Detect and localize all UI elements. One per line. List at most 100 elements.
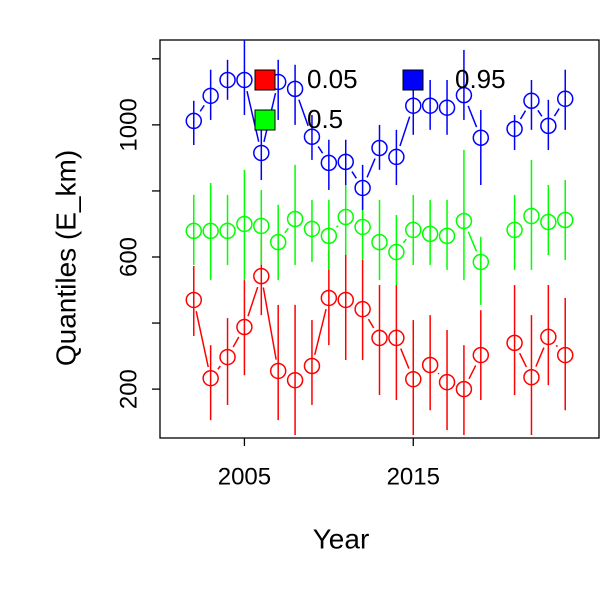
connector [437, 372, 440, 375]
connector [298, 99, 309, 127]
point [371, 329, 388, 347]
point [438, 99, 456, 116]
connector [366, 158, 376, 178]
y-tick-label: 1000 [115, 98, 142, 151]
connector [199, 104, 205, 112]
connector [195, 311, 209, 368]
point [354, 218, 371, 236]
point [236, 318, 253, 336]
connector [467, 231, 478, 252]
point [421, 356, 439, 374]
point [185, 291, 203, 309]
point [303, 357, 321, 375]
connector [399, 116, 411, 147]
connector [317, 146, 324, 154]
point [354, 300, 371, 318]
x-axis-label: Year [313, 523, 370, 554]
point [388, 329, 405, 347]
x-tick-label: 2015 [387, 463, 440, 490]
connector [553, 108, 560, 117]
connector [246, 91, 260, 142]
point [523, 207, 540, 225]
point [320, 289, 338, 307]
point [405, 370, 422, 388]
point [472, 129, 490, 147]
point [286, 371, 304, 389]
point [236, 71, 253, 89]
point [371, 139, 388, 157]
plot-area [185, 40, 574, 436]
point [388, 148, 405, 166]
connector [314, 308, 327, 356]
point [540, 328, 557, 346]
point [421, 225, 439, 243]
point [320, 227, 338, 245]
legend-label: 0.05 [307, 64, 358, 94]
point [556, 211, 574, 229]
point [405, 97, 422, 114]
point [472, 346, 490, 364]
point [236, 215, 253, 233]
connector [351, 171, 357, 179]
y-tick-label: 600 [115, 237, 142, 277]
point [320, 154, 338, 172]
legend-label: 0.5 [307, 104, 343, 134]
point [269, 233, 287, 251]
point [455, 86, 473, 104]
point [202, 222, 219, 240]
connector [284, 227, 289, 234]
point [219, 348, 236, 366]
point [556, 90, 574, 108]
point [202, 87, 219, 105]
connector [232, 336, 240, 348]
legend-swatch [254, 69, 276, 91]
point [506, 120, 523, 138]
connector [217, 365, 221, 370]
point [506, 334, 523, 352]
point [202, 369, 219, 387]
point [185, 112, 203, 130]
point [523, 368, 540, 386]
point [269, 362, 287, 380]
point [337, 153, 354, 171]
connector [555, 344, 558, 348]
point [185, 222, 203, 240]
connector [518, 352, 528, 368]
connector [402, 238, 407, 244]
legend-label: 0.95 [455, 64, 506, 94]
point [337, 208, 354, 226]
connector [367, 318, 375, 329]
point [253, 267, 270, 285]
point [253, 144, 270, 162]
point [371, 233, 388, 251]
connector [537, 109, 543, 117]
connector [335, 225, 339, 228]
point [540, 213, 557, 231]
point [506, 221, 523, 239]
point [540, 117, 557, 135]
point [219, 71, 236, 89]
point [421, 97, 439, 114]
y-tick-label: 200 [115, 369, 142, 409]
point [354, 179, 371, 197]
point [219, 222, 236, 240]
connector [468, 365, 477, 380]
point [438, 373, 456, 391]
legend-swatch [254, 109, 276, 131]
legend-swatch [402, 69, 424, 91]
point [405, 221, 422, 239]
point [438, 227, 456, 245]
connector [535, 347, 545, 367]
point [455, 380, 473, 398]
point [253, 217, 270, 235]
connector [519, 110, 527, 120]
point [556, 346, 574, 364]
connector [400, 348, 410, 369]
point [303, 128, 321, 146]
plot-frame [159, 39, 600, 439]
point [388, 243, 405, 261]
point [455, 212, 473, 230]
connector [467, 105, 478, 128]
point [472, 253, 490, 271]
